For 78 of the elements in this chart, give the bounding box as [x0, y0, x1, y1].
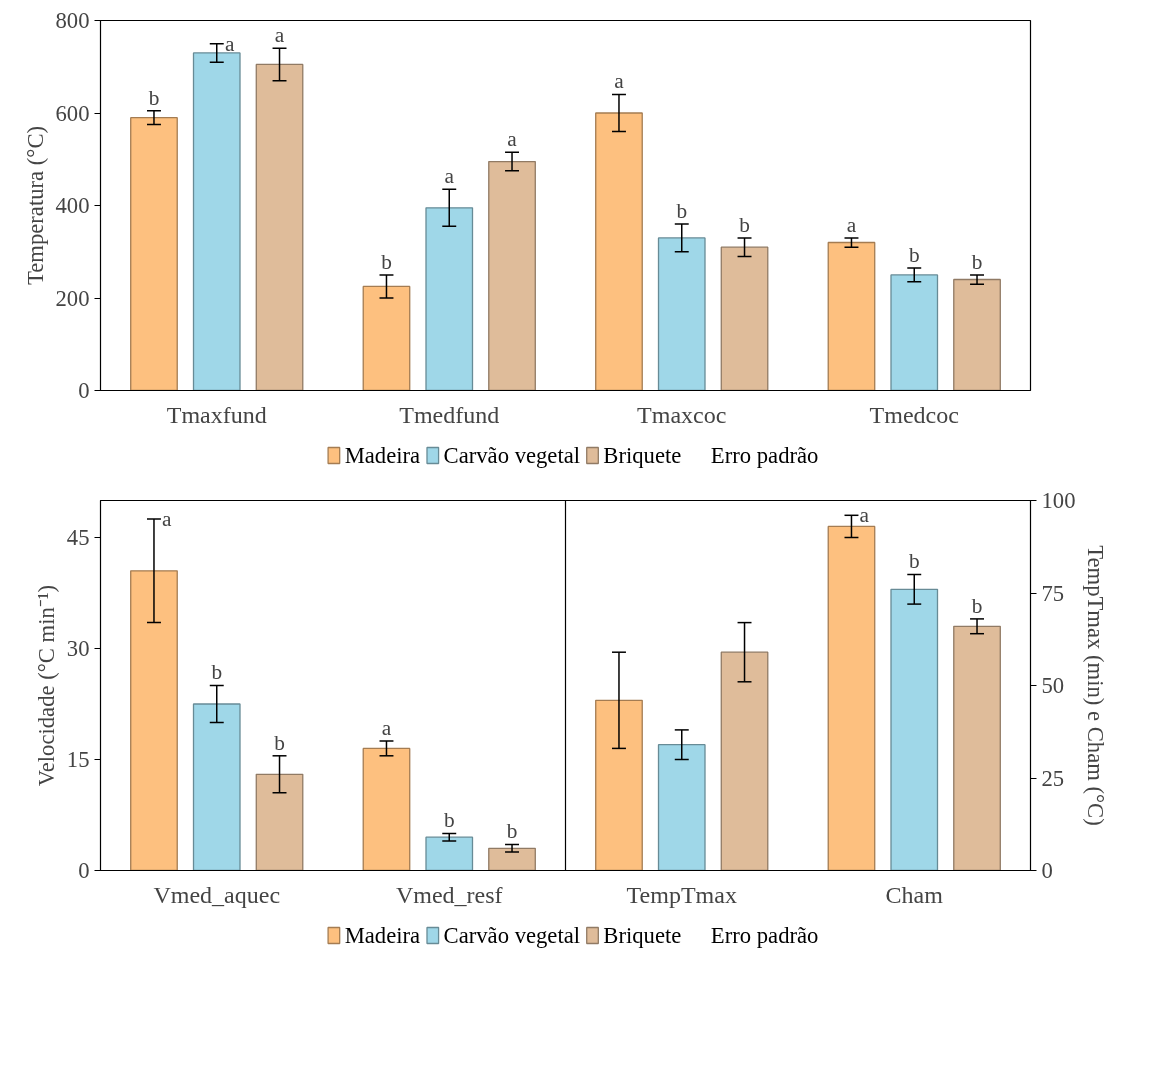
data-label: a [381, 715, 392, 740]
y-axis-title: Velocidade (°C min⁻¹) [33, 584, 59, 787]
bar [255, 773, 304, 871]
bar [890, 588, 939, 871]
y-tick-label: 15 [66, 747, 90, 772]
legend-label: Carvão vegetal [443, 443, 581, 468]
bar [657, 237, 706, 391]
text: Erro padrão [710, 443, 819, 468]
bar [720, 651, 769, 871]
data-label: b [739, 212, 750, 237]
y2-tick-label: 25 [1041, 765, 1065, 791]
y-tick-label: 30 [66, 636, 90, 661]
x-tick-label: Tmaxcoc [637, 401, 727, 428]
data-label: a [274, 23, 285, 48]
bar [953, 625, 1001, 871]
data-label: b [506, 819, 518, 844]
bar [362, 285, 411, 391]
legend-label: Carvão vegetal [443, 923, 581, 948]
y-tick-label: 0 [78, 858, 90, 883]
legend-label: Briquete [603, 923, 682, 948]
bar [890, 274, 939, 391]
y2-tick-label: 100 [1041, 488, 1076, 513]
data-label: a [846, 212, 857, 237]
data-label: b [381, 249, 392, 274]
x-tick-label: Tmaxfund [166, 401, 267, 428]
bar [192, 52, 241, 391]
bar [255, 63, 304, 391]
bar [130, 116, 178, 391]
legend-label: Briquete [603, 443, 682, 468]
bar [953, 278, 1001, 391]
data-label: a [507, 127, 518, 152]
data-label: b [274, 730, 285, 755]
data-label: a [614, 69, 625, 94]
bar [488, 847, 536, 871]
bar [362, 747, 411, 871]
y2-tick-label: 50 [1041, 673, 1065, 698]
bar [595, 699, 643, 871]
x-tick-label: Vmed_aquec [153, 881, 281, 908]
bar [720, 246, 769, 391]
bar [827, 525, 876, 871]
x-tick-label: TempTmax [626, 881, 737, 908]
data-label: b [443, 808, 455, 833]
data-label: a [859, 503, 870, 528]
y-tick-label: 45 [66, 525, 90, 550]
y-tick-label: 0 [78, 378, 90, 403]
bar [425, 207, 474, 391]
data-label: b [148, 85, 160, 110]
data-label: b [971, 593, 983, 618]
x-tick-label: Tmedcoc [869, 401, 959, 428]
data-label: a [444, 164, 455, 189]
bar [425, 836, 474, 871]
y-tick-label: 400 [55, 193, 90, 218]
bar [595, 112, 643, 391]
x-tick-label: Cham [885, 881, 944, 908]
y-tick-label: 200 [55, 285, 90, 311]
legend-label: Madeira [344, 443, 421, 468]
legend-label: Madeira [344, 923, 421, 948]
y-tick-label: 800 [55, 8, 90, 33]
bar [657, 744, 706, 871]
data-label: b [908, 242, 920, 267]
y2-axis-title: TempTmax (min) e Cham (°C) [1083, 545, 1109, 826]
data-label: a [162, 507, 173, 531]
bar [488, 160, 536, 391]
bar [827, 241, 876, 391]
y-tick-label: 600 [55, 100, 90, 126]
data-label: b [676, 198, 688, 223]
data-label: b [908, 549, 920, 574]
data-label: b [211, 660, 223, 685]
y2-tick-label: 0 [1041, 858, 1053, 883]
y2-tick-label: 75 [1041, 580, 1065, 606]
y-axis-title: Temperatura (°C) [22, 125, 48, 286]
bar [130, 570, 178, 871]
data-label: a [224, 31, 235, 56]
data-label: b [971, 249, 983, 274]
x-tick-label: Vmed_resf [395, 881, 503, 908]
text: Erro padrão [710, 923, 819, 948]
bar [192, 703, 241, 871]
x-tick-label: Tmedfund [399, 401, 500, 428]
